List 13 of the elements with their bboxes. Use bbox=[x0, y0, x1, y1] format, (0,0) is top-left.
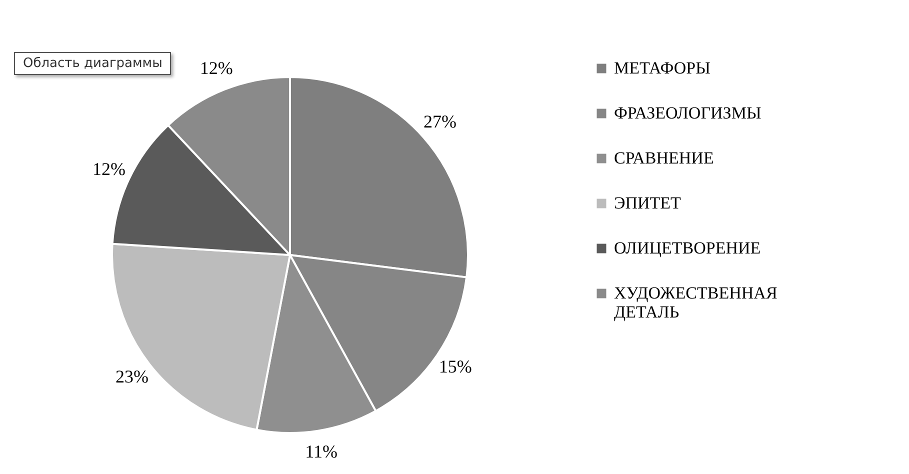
text: Область диаграммы bbox=[14, 52, 172, 75]
data-label: 15% bbox=[438, 356, 472, 376]
legend-label: ОЛИЦЕТВОРЕНИЕ bbox=[614, 238, 761, 258]
legend-label: ЭПИТЕТ bbox=[614, 194, 682, 212]
data-label: 12% bbox=[92, 158, 126, 179]
legend-label: МЕТАФОРЫ bbox=[614, 58, 711, 78]
legend-label: ХУДОЖЕСТВЕННАЯ ДЕТАЛЬ bbox=[614, 284, 778, 322]
legend-label: ФРАЗЕОЛОГИЗМЫ bbox=[614, 104, 762, 122]
data-label: 12% bbox=[200, 58, 233, 78]
legend-label: СРАВНЕНИЕ bbox=[614, 148, 714, 168]
data-label: 27% bbox=[424, 112, 457, 132]
data-label: 11% bbox=[305, 442, 338, 462]
data-label: 23% bbox=[115, 366, 148, 387]
